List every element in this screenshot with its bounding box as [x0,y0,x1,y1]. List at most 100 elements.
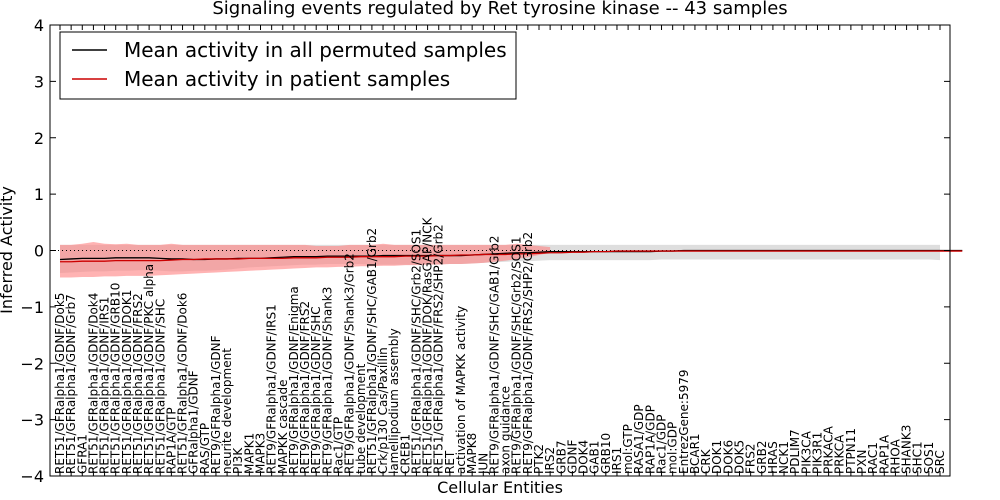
x-category-label: JUN [476,453,490,475]
legend-label-permuted: Mean activity in all permuted samples [124,38,507,62]
x-category-label: RAP1A/GDP [643,405,657,474]
x-category-label: RAP1A/GTP [164,407,178,474]
x-category-label: RET51/GFRalpha1/GDNF/GRB10 [109,283,123,474]
x-category-label: GFRalpha1/GDNF [187,370,201,474]
x-category-label: MAPK8 [465,433,479,474]
x-category-label: RET51/GFRalpha1/GDNF/Dok4 [86,293,100,474]
x-category-label: PTK2 [532,444,546,474]
x-category-label: DOK6 [721,440,735,474]
x-category-label: MAPK1 [242,433,256,474]
x-category-label: GRB10 [599,433,613,474]
x-category-label: RET51/GFRalpha1/GDNF/SHC/GAB1/Grb2 [365,228,379,474]
x-category-label: MAPKK cascade [276,379,290,474]
x-category-label: RET51/GFRalpha1/GDNF/Dok6 [176,293,190,474]
x-category-label: RET9/GFRalpha1/GDNF/SHC/GAB1/Grb2 [487,235,501,474]
x-axis: RET51/GFRalpha1/GDNF/Dok5RET51/GFRalpha1… [53,25,947,476]
x-category-label: axon guidance [499,386,513,474]
x-category-label: RET9/GFRalpha1/GDNF/SHC/Grb2/SOS1 [510,236,524,474]
x-category-label: Rac1/GDP [655,415,669,474]
x-category-label: PTPN11 [844,428,858,474]
x-category-label: RET51/GFRalpha1/GDNF/Dok5 [53,293,67,474]
x-category-label: mol:GTP [621,424,635,474]
x-category-label: Rac1/GTP [331,417,345,474]
x-category-label: PI3K [231,447,245,474]
x-category-label: RET9/GFRalpha1/GDNF/Enigma [287,286,301,474]
y-tick-label: −4 [20,467,44,486]
x-category-label: mol:GDP [666,422,680,474]
x-category-label: neurite development [220,348,234,474]
x-category-label: RET9/GFRalpha1/GDNF/Shank3/Grb2 [343,253,357,474]
x-category-label: IRS1 [610,447,624,474]
y-tick-label: 2 [34,129,44,148]
y-axis-label: Inferred Activity [0,186,16,314]
x-category-label: RAS/GTP [198,423,212,474]
x-category-label: CRK [699,448,713,474]
x-category-label: RAC1 [866,442,880,474]
x-category-label: NCK1 [777,441,791,474]
x-category-label: GRB7 [554,440,568,474]
y-tick-label: −1 [20,298,44,317]
x-category-label: SHC1 [911,441,925,474]
x-category-label: EntrezGene:5979 [677,370,691,475]
x-category-label: MAPK3 [254,433,268,474]
x-category-label: RET9/GFRalpha1/GDNF/FRS2/SHP2/Grb2 [521,232,535,474]
y-tick-label: 1 [34,185,44,204]
x-category-label: BCAR1 [688,433,702,474]
x-category-label: DOK5 [732,440,746,474]
x-category-label: RET51/GFRalpha1/GDNF/DOK/RasGAP/NCK [421,216,435,474]
x-category-label: HRAS [766,441,780,474]
x-category-label: GFRA1 [75,434,89,474]
x-category-label: FRS2 [744,444,758,475]
y-tick-label: −2 [20,354,44,373]
patient-mean-line [60,250,963,263]
legend: Mean activity in all permuted samples Me… [59,31,517,100]
x-category-label: RET9/GFRalpha1/GDNF [209,335,223,474]
x-category-label: PRKCA [833,434,847,474]
x-category-label: DOK4 [577,440,591,474]
x-category-label: SRC [933,450,947,474]
x-category-label: GRB2 [755,440,769,474]
legend-label-patient: Mean activity in patient samples [124,67,450,91]
x-category-label: lamellipodium assembly [387,328,401,474]
x-category-label: activation of MAPKK activity [454,306,468,474]
y-tick-label: 0 [34,242,44,261]
x-category-label: GDNF [565,439,579,474]
band-layer [50,242,950,278]
x-category-label: RET51/GFRalpha1/GDNF/PKC alpha [142,264,156,474]
y-tick-label: −3 [20,411,44,430]
x-category-label: PIK3CA [799,430,813,474]
x-category-label: SOS1 [922,442,936,474]
x-category-label: RET9/GFRalpha1/GDNF/FRS2 [298,301,312,474]
x-category-label: CREB1 [398,434,412,474]
x-axis-label: Cellular Entities [437,478,563,497]
x-category-label: RET9/GFRalpha1/GDNF/SHC [309,306,323,474]
chart-title: Signaling events regulated by Ret tyrosi… [212,0,787,19]
legend-box [59,31,517,100]
x-category-label: PDLIM7 [788,429,802,474]
y-tick-label: 4 [34,16,44,35]
plot-frame [49,24,951,477]
y-axis: −4 −3 −2 −1 0 1 2 3 4 [20,16,950,486]
line-layer [59,249,963,263]
x-category-label: PXN [855,450,869,474]
x-category-label: PRKACA [822,425,836,474]
x-category-label: PIK3R1 [810,432,824,474]
y-tick-label: 3 [34,72,44,91]
x-category-label: SHANK3 [900,425,914,474]
x-category-label: RET51/GFRalpha1/GDNF/DOK1 [120,290,134,474]
x-category-label: RASA1/GDP [632,404,646,474]
x-category-label: RHOA [888,438,902,474]
x-category-label: GAB1 [588,441,602,474]
x-category-label: RET51/GFRalpha1/GDNF/FRS2/SHP2/Grb2 [432,224,446,474]
x-category-label: RET51/GFRalpha1/GDNF/Grb7 [64,294,78,474]
x-category-label: RET51/GFRalpha1/GDNF/SHC/Grb2/SOS1 [409,229,423,474]
x-category-label: RET [443,450,457,474]
x-category-label: tube development [354,363,368,474]
x-category-label: Crk/p130 Cas/Paxillin [376,347,390,474]
x-category-label: RET51/GFRalpha1/GDNF/SHC [153,299,167,474]
x-category-label: DOK1 [710,440,724,474]
x-category-label: RAP1A [877,434,891,474]
x-category-label: IRS2 [543,447,557,474]
x-category-label: RET9/GFRalpha1/GDNF/Shank3 [320,287,334,474]
